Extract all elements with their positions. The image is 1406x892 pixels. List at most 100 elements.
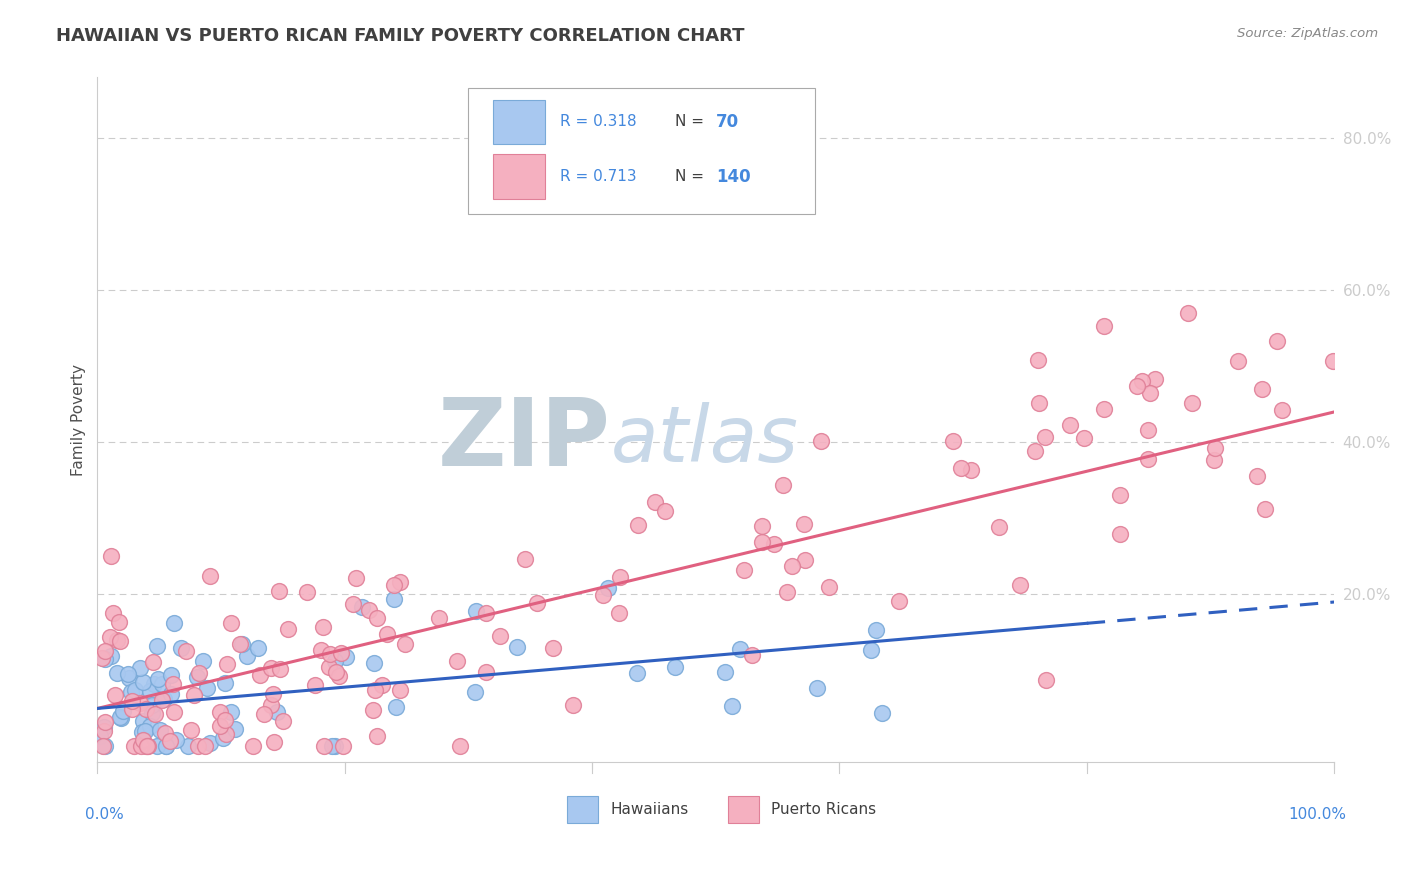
Point bbox=[526, 596, 548, 610]
Text: ZIP: ZIP bbox=[437, 394, 610, 486]
Point bbox=[314, 739, 336, 754]
Point bbox=[118, 671, 141, 685]
Point bbox=[177, 739, 200, 754]
Point bbox=[389, 682, 412, 697]
Point bbox=[304, 678, 326, 692]
Point bbox=[741, 648, 763, 662]
Point bbox=[198, 569, 221, 583]
Point bbox=[188, 666, 211, 681]
Point bbox=[609, 569, 631, 583]
Point bbox=[108, 615, 131, 630]
Point bbox=[446, 654, 468, 668]
Point bbox=[163, 705, 186, 719]
Point bbox=[332, 739, 354, 754]
Point bbox=[247, 640, 270, 655]
Point bbox=[344, 571, 367, 585]
Point bbox=[112, 704, 135, 718]
Point bbox=[94, 739, 117, 754]
Point bbox=[311, 620, 333, 634]
Point bbox=[889, 593, 911, 607]
Point bbox=[236, 649, 259, 664]
FancyBboxPatch shape bbox=[468, 87, 814, 214]
Point bbox=[626, 665, 648, 680]
Point bbox=[141, 706, 163, 720]
FancyBboxPatch shape bbox=[568, 796, 599, 823]
Text: N =: N = bbox=[675, 169, 709, 184]
Point bbox=[94, 652, 117, 666]
Point bbox=[193, 654, 215, 668]
Point bbox=[1073, 431, 1095, 445]
Point bbox=[793, 517, 815, 532]
Point bbox=[592, 588, 614, 602]
Point bbox=[208, 706, 231, 720]
Point bbox=[328, 669, 350, 683]
Point bbox=[309, 643, 332, 657]
Point bbox=[195, 681, 218, 696]
Point bbox=[1251, 382, 1274, 396]
Point bbox=[146, 639, 169, 653]
Point bbox=[98, 631, 121, 645]
Point bbox=[186, 669, 208, 683]
Point bbox=[318, 659, 340, 673]
Point bbox=[180, 723, 202, 737]
Text: R = 0.318: R = 0.318 bbox=[560, 114, 637, 129]
Text: R = 0.713: R = 0.713 bbox=[560, 169, 637, 184]
Point bbox=[209, 719, 232, 733]
Point bbox=[1246, 469, 1268, 483]
Point bbox=[214, 713, 236, 727]
Point bbox=[117, 667, 139, 681]
Point bbox=[385, 699, 408, 714]
Y-axis label: Family Poverty: Family Poverty bbox=[72, 364, 86, 475]
Point bbox=[352, 599, 374, 614]
Point bbox=[149, 723, 172, 737]
Point bbox=[260, 661, 283, 675]
Text: HAWAIIAN VS PUERTO RICAN FAMILY POVERTY CORRELATION CHART: HAWAIIAN VS PUERTO RICAN FAMILY POVERTY … bbox=[56, 27, 745, 45]
Point bbox=[159, 668, 181, 682]
Point bbox=[91, 739, 114, 754]
Point bbox=[1109, 488, 1132, 502]
Point bbox=[330, 646, 353, 660]
Text: 100.0%: 100.0% bbox=[1288, 807, 1347, 822]
Point bbox=[772, 478, 794, 492]
Point bbox=[266, 705, 288, 719]
Point bbox=[121, 694, 143, 708]
Point bbox=[121, 702, 143, 716]
Point bbox=[865, 623, 887, 637]
Point bbox=[93, 643, 115, 657]
Point bbox=[1092, 402, 1115, 417]
Point bbox=[1026, 352, 1049, 367]
Point bbox=[249, 668, 271, 682]
Point bbox=[146, 739, 169, 754]
Point bbox=[325, 665, 347, 680]
FancyBboxPatch shape bbox=[494, 154, 546, 199]
Point bbox=[806, 681, 828, 695]
Point bbox=[810, 434, 832, 449]
Point bbox=[108, 710, 131, 724]
Point bbox=[136, 739, 159, 754]
Point bbox=[321, 739, 343, 754]
Point bbox=[93, 720, 115, 734]
Text: 0.0%: 0.0% bbox=[84, 807, 124, 822]
Point bbox=[89, 729, 111, 743]
Point bbox=[366, 610, 388, 624]
Text: N =: N = bbox=[675, 114, 709, 129]
Point bbox=[163, 615, 186, 630]
Point bbox=[714, 665, 737, 680]
Point bbox=[135, 701, 157, 715]
Point bbox=[262, 687, 284, 701]
Point bbox=[382, 578, 405, 592]
Point bbox=[776, 585, 799, 599]
Point bbox=[464, 685, 486, 699]
Point bbox=[242, 739, 264, 754]
Point bbox=[153, 726, 176, 740]
Point bbox=[93, 724, 115, 739]
Point bbox=[323, 655, 346, 669]
Point bbox=[988, 519, 1011, 533]
Point bbox=[215, 727, 238, 741]
Point bbox=[297, 584, 319, 599]
Point bbox=[489, 629, 512, 643]
Point bbox=[153, 691, 176, 706]
FancyBboxPatch shape bbox=[728, 796, 759, 823]
Point bbox=[231, 637, 253, 651]
Point bbox=[141, 698, 163, 712]
